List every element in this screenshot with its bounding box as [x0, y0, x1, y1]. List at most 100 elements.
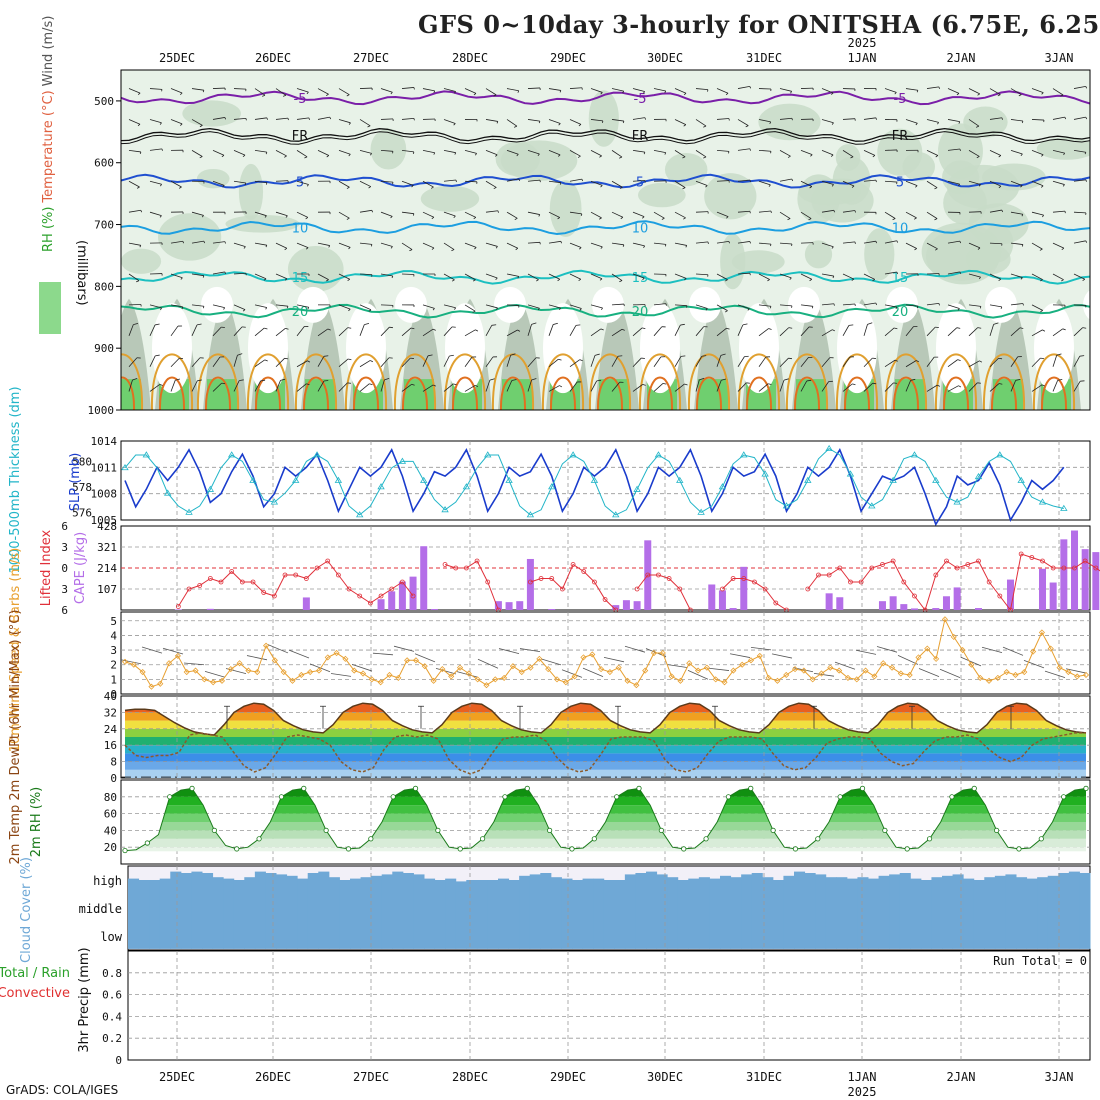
cloud-mid-bar: [381, 894, 393, 922]
rh-mid-patch: [720, 233, 746, 290]
wind-speed-marker: [324, 654, 331, 661]
wind-barb-flag: [347, 327, 352, 329]
cloud-high-bar: [920, 880, 932, 894]
cloud-high-bar: [656, 874, 668, 894]
wind-barb: [317, 242, 330, 246]
wind-barb: [275, 88, 287, 96]
wind-barb: [653, 303, 666, 306]
wind-barb: [506, 355, 512, 367]
wind-barb-flag: [139, 151, 142, 155]
wind-barb: [1073, 380, 1081, 392]
cape-bar: [548, 609, 556, 610]
wind-barb: [275, 380, 281, 392]
rh-marker: [144, 840, 150, 846]
wind-barb: [1052, 355, 1058, 367]
rh-wet-layer: [796, 379, 826, 410]
dewpoint-line: [124, 732, 1086, 775]
wind-barb-flag: [978, 184, 981, 187]
cloud-high-bar: [128, 878, 140, 894]
surface-hot-contour: [549, 376, 577, 410]
cloud-high-bar: [561, 878, 573, 894]
wind-barb-flag: [495, 246, 498, 249]
wind-barb: [569, 150, 581, 157]
cloud-high-bar: [952, 874, 964, 894]
wind-barb: [233, 149, 246, 156]
cloud-low-bar: [698, 922, 710, 949]
thickness-marker: [782, 502, 791, 509]
cloud-low-bar: [931, 922, 943, 949]
wind-barb-flag: [749, 179, 751, 183]
wind-barb: [233, 117, 246, 120]
cloud-high-bar: [942, 875, 954, 894]
wind-barb-flag: [935, 155, 939, 158]
wind-barb: [128, 357, 138, 367]
wind-barb-flag: [934, 218, 938, 221]
wind-barb: [737, 119, 749, 126]
wind-barb-flag: [489, 378, 495, 381]
cloud-mid-bar: [815, 894, 827, 922]
wind-barb-flag: [768, 328, 772, 330]
wind-barb: [989, 242, 1003, 245]
li-marker: [186, 586, 192, 592]
contour-label: FR: [292, 129, 309, 144]
wind-barb-flag: [370, 360, 374, 363]
rh-marker: [725, 794, 732, 800]
wind-barb: [317, 88, 329, 95]
wind-barb-flag: [599, 217, 602, 220]
wind-barb: [884, 304, 897, 308]
wind-barb-flag: [155, 354, 160, 357]
wind-speed-marker: [774, 677, 781, 684]
wind-barb: [1052, 88, 1064, 96]
surface-hot-contour: [596, 376, 624, 410]
wind-barb: [695, 241, 708, 244]
wind-barb-flag: [515, 247, 519, 251]
thickness-marker: [163, 489, 172, 496]
li-marker: [890, 558, 896, 564]
wind-barb-flag: [998, 155, 1002, 158]
contour-label: 20: [292, 305, 309, 320]
li-line: [177, 560, 414, 607]
wind-speed-marker: [994, 674, 1001, 681]
wind-barb: [338, 211, 350, 219]
wind-barb: [443, 304, 456, 309]
rh-mid-patch: [704, 173, 757, 220]
surface-barb: [708, 667, 730, 671]
wind-barb-flag: [726, 327, 730, 330]
temp-band: [125, 753, 1086, 762]
top-date-label: 27DEC: [353, 51, 389, 65]
wind-barb: [653, 356, 662, 367]
wind-barb: [401, 242, 413, 250]
wind-barb: [506, 119, 518, 127]
wind-barb-flag: [513, 125, 518, 128]
precip-panel: 00.20.40.60.8 Run Total = 0: [102, 950, 1091, 1067]
bottom-date-label: 3JAN: [1045, 1070, 1074, 1084]
wind-barb: [590, 380, 598, 392]
thickness-marker: [484, 451, 492, 458]
cloud-high-bar: [899, 873, 911, 894]
wind-barb-flag: [1019, 327, 1024, 329]
wind-barb-flag: [749, 148, 751, 151]
wind-barb-flag: [368, 186, 371, 189]
cape-bar: [174, 609, 182, 610]
li-marker: [229, 569, 235, 574]
surface-hot-contour: [892, 376, 920, 410]
cloud-high-bar: [646, 871, 658, 894]
wind-barb-flag: [325, 93, 329, 97]
wind-barb: [758, 383, 769, 392]
temp-band: [125, 761, 1086, 770]
rh-marker: [189, 785, 195, 792]
wind-barb-flag: [531, 322, 537, 325]
contour-label: 5: [296, 175, 304, 190]
cape-bar: [302, 597, 310, 610]
wind-speed-marker: [456, 664, 464, 671]
wind-barb: [863, 302, 876, 306]
wind-speed-marker: [210, 679, 217, 686]
surface-warm-contour: [934, 353, 978, 410]
surface-barb: [309, 663, 331, 673]
cloud-low-bar: [392, 922, 404, 949]
wind-barb: [359, 180, 371, 187]
cloud-low-bar: [846, 922, 858, 949]
wind-barb: [758, 273, 770, 280]
